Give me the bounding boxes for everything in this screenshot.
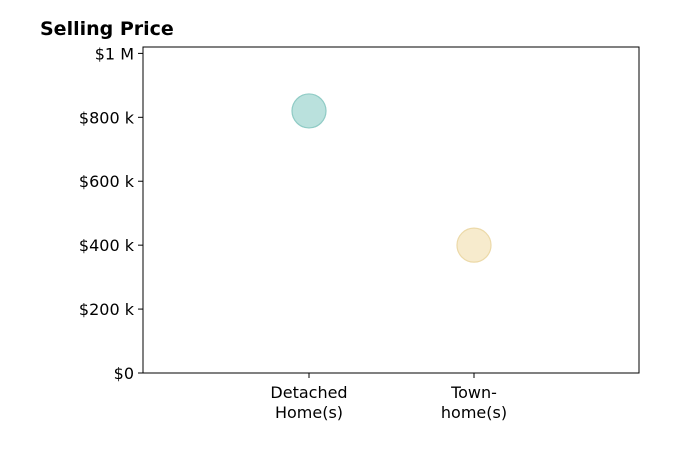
x-tick-label: Detached Home(s) <box>270 383 347 422</box>
y-axis: $0 $200 k $400 k $600 k $800 k $1 M <box>79 44 143 383</box>
y-tick-label: $200 k <box>79 300 135 319</box>
y-tick-label: $0 <box>114 364 134 383</box>
y-tick-label: $800 k <box>79 108 135 127</box>
data-markers <box>291 93 492 263</box>
x-tick-label: Town-home(s) <box>441 383 507 422</box>
y-tick-label: $1 M <box>95 44 134 63</box>
plot-area-frame <box>142 46 640 374</box>
y-tick-label: $600 k <box>79 172 135 191</box>
data-point <box>291 93 327 129</box>
y-tick-label: $400 k <box>79 236 135 255</box>
data-point <box>456 227 492 263</box>
chart-title: Selling Price <box>40 18 174 40</box>
x-axis: Detached Home(s) Town-home(s) <box>270 373 507 422</box>
